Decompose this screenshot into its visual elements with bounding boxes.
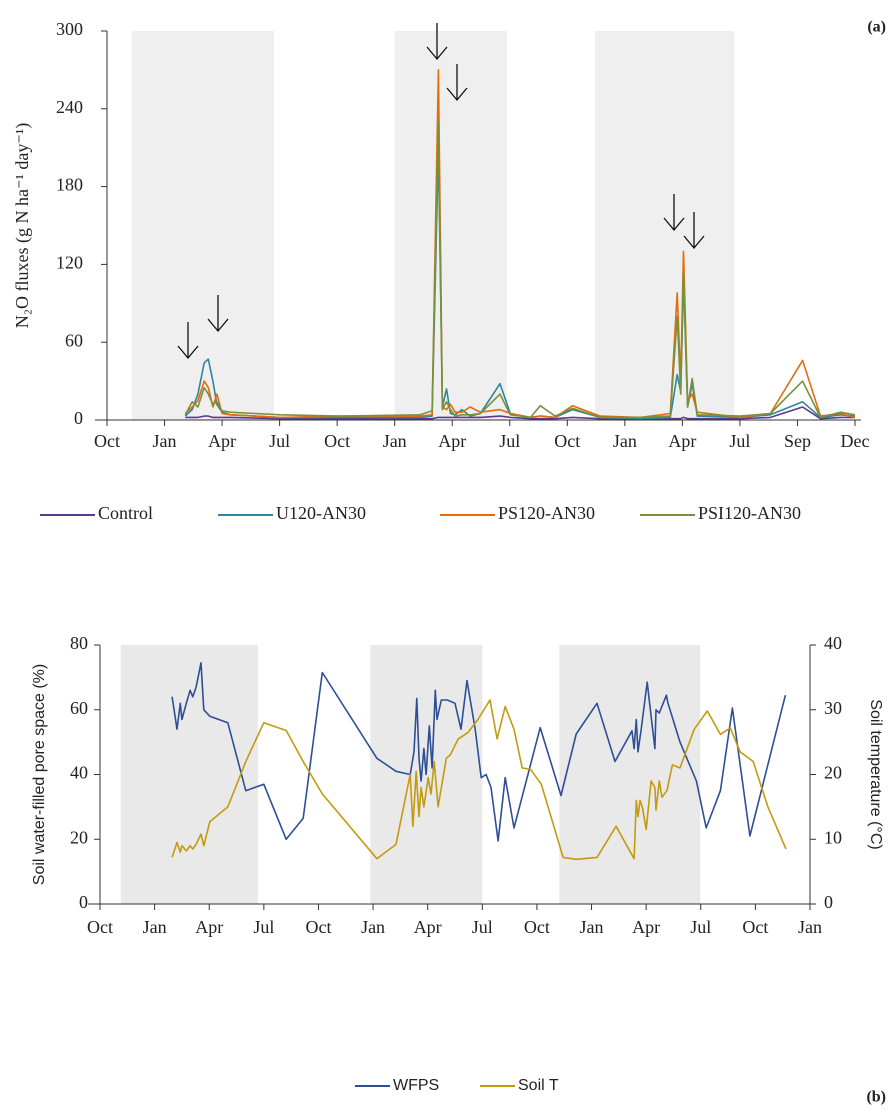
data-line [184,146,856,420]
x-tick-label: Jul [499,431,520,451]
x-tick-label: Oct [324,431,350,451]
y-tick-label: 180 [56,175,83,195]
shaded-period [394,31,507,420]
y-tick-label: 120 [56,253,83,273]
fertilization-arrows [177,23,705,360]
y-axis-title: N₂O fluxes (g N ha⁻¹ day⁻¹) [12,123,33,329]
x-tick-label: Apr [195,917,223,937]
data-line [171,662,787,842]
y-tick-label: 240 [56,97,83,117]
y-tick-label: 0 [74,408,83,428]
y2-tick-label: 40 [824,633,842,653]
legend-label: PS120-AN30 [498,503,595,523]
legend-label: Soil T [518,1077,559,1094]
x-tick-label: Jul [253,917,274,937]
x-tick-label: Jan [361,917,385,937]
x-tick-label: Apr [208,431,236,451]
x-tick-label: Oct [305,917,331,937]
x-tick-label: Jan [383,431,407,451]
x-tick-label: Oct [742,917,768,937]
legend-label: Control [98,503,153,523]
x-tick-label: Jan [143,917,167,937]
x-tick-label: Oct [94,431,120,451]
y-tick-label: 300 [56,19,83,39]
x-tick-label: Apr [632,917,660,937]
x-tick-label: Jul [472,917,493,937]
shaded-period [120,645,258,904]
data-line [171,699,787,861]
y-axis-title: Soil water-filled pore space (%) [31,664,48,885]
x-tick-label: Dec [841,431,870,451]
x-tick-label: Apr [668,431,696,451]
x-tick-label: Jan [580,917,604,937]
arrow [663,194,685,232]
x-tick-label: Jul [269,431,290,451]
arrow [446,64,468,102]
x-tick-label: Oct [524,917,550,937]
x-tick-label: Apr [438,431,466,451]
legend-label: U120-AN30 [276,503,366,523]
y-tick-label: 40 [70,763,88,783]
x-tick-label: Jan [153,431,177,451]
y2-tick-label: 30 [824,698,842,718]
panel-label: (a) [867,19,886,36]
x-tick-label: Sep [784,431,811,451]
x-tick-label: Jan [613,431,637,451]
x-tick-label: Apr [414,917,442,937]
x-tick-label: Jul [690,917,711,937]
x-tick-label: Jul [729,431,750,451]
x-tick-label: Oct [87,917,113,937]
shaded-period [594,31,735,420]
data-line [184,69,856,419]
data-line [185,406,855,420]
arrow [177,322,199,360]
shaded-period [131,31,274,420]
y2-axis-title: Soil temperature (°C) [867,699,884,849]
y-tick-label: 60 [70,698,88,718]
chart-panel: 0 20 40 60 80 0 10 20 30 40 Oct Jan Apr Jul Oct Jan Apr J… [31,633,886,1106]
y2-tick-label: 10 [824,827,842,847]
arrow [426,23,448,61]
y-tick-label: 80 [70,633,88,653]
data-line [184,121,856,419]
chart-panel: 0 60 120 180 240 300 Oct Jan Apr Jul Oct Jan Apr Jul O… [12,19,886,523]
arrow [683,212,705,250]
y-tick-label: 20 [70,827,88,847]
x-tick-label: Jan [798,917,822,937]
arrow [207,295,229,333]
legend-label: PSI120-AN30 [698,503,801,523]
y2-tick-label: 20 [824,763,842,783]
x-tick-label: Oct [554,431,580,451]
y2-tick-label: 0 [824,892,833,912]
y-tick-label: 0 [79,892,88,912]
shaded-period [559,645,701,904]
panel-label: (b) [866,1089,886,1106]
y-tick-label: 60 [65,330,83,350]
legend-label: WFPS [393,1077,439,1094]
